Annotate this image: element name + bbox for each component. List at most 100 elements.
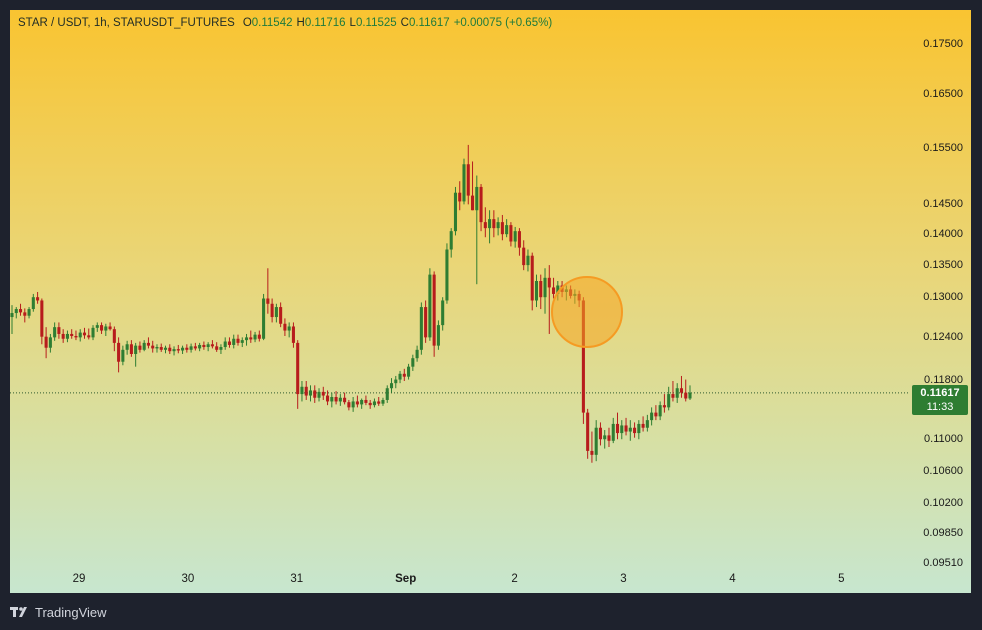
candle-body bbox=[658, 405, 662, 417]
candle-body bbox=[368, 402, 372, 406]
candle-body bbox=[590, 450, 594, 455]
symbol-label[interactable]: STAR / USDT, 1h, STARUSDT_FUTURES bbox=[18, 17, 235, 29]
candle-body bbox=[441, 300, 445, 326]
candle-body bbox=[321, 391, 325, 396]
change-value: +0.00075 (+0.65%) bbox=[453, 17, 553, 29]
candle-body bbox=[351, 401, 355, 408]
price-tick-label: 0.13500 bbox=[923, 259, 963, 272]
price-tick-label: 0.09510 bbox=[923, 557, 963, 569]
candle-body bbox=[57, 327, 61, 334]
candle-body bbox=[428, 274, 432, 338]
candle-body bbox=[270, 303, 274, 318]
candle-body bbox=[287, 326, 291, 331]
last-price-badge: 0.11617 11:33 bbox=[912, 384, 968, 415]
candle-body bbox=[534, 281, 539, 301]
date-tick-label: 3 bbox=[620, 573, 627, 585]
candle-body bbox=[470, 195, 475, 211]
candle-body bbox=[210, 344, 214, 347]
candle-body bbox=[87, 335, 91, 338]
candlestick-chart[interactable] bbox=[10, 10, 971, 593]
candle-body bbox=[283, 323, 287, 331]
candle-body bbox=[82, 332, 87, 336]
candle-body bbox=[615, 423, 620, 434]
candle-body bbox=[394, 379, 398, 384]
date-tick-label: 30 bbox=[181, 573, 195, 585]
candle-body bbox=[488, 219, 492, 229]
candle-body bbox=[449, 231, 453, 250]
candle-countdown: 11:33 bbox=[926, 400, 954, 413]
candle-body bbox=[227, 341, 232, 345]
candle-body bbox=[18, 309, 23, 313]
candle-body bbox=[453, 192, 458, 232]
candle-body bbox=[125, 344, 129, 350]
candle-body bbox=[10, 313, 14, 318]
price-tick-label: 0.17500 bbox=[923, 38, 963, 51]
price-tick-label: 0.14500 bbox=[923, 198, 963, 211]
candle-body bbox=[445, 249, 449, 301]
candle-body bbox=[641, 423, 645, 428]
low-value: 0.11525 bbox=[355, 17, 397, 29]
candle-body bbox=[338, 397, 342, 402]
candle-body bbox=[505, 225, 509, 235]
candle-body bbox=[257, 334, 261, 339]
candle-body bbox=[249, 337, 253, 340]
candle-body bbox=[219, 347, 223, 350]
candle-body bbox=[662, 405, 666, 408]
candle-body bbox=[645, 420, 649, 428]
candle-body bbox=[424, 307, 428, 338]
candle-body bbox=[385, 388, 389, 400]
candle-body bbox=[667, 394, 671, 408]
date-tick-label: 2 bbox=[511, 573, 518, 585]
candle-body bbox=[624, 425, 628, 432]
candle-body bbox=[509, 225, 513, 242]
candle-body bbox=[296, 342, 300, 395]
candle-body bbox=[552, 287, 556, 294]
candle-body bbox=[279, 307, 283, 324]
highlight-circle bbox=[551, 276, 623, 348]
date-tick-label: Sep bbox=[395, 573, 417, 585]
candle-body bbox=[91, 327, 95, 338]
candle-body bbox=[104, 326, 108, 331]
price-tick-label: 0.15500 bbox=[923, 141, 963, 154]
candle-body bbox=[74, 336, 78, 338]
candle-body bbox=[134, 345, 138, 354]
candle-body bbox=[202, 344, 206, 348]
candle-body bbox=[684, 392, 688, 399]
candle-body bbox=[654, 412, 658, 417]
candle-body bbox=[168, 347, 172, 352]
candle-body bbox=[679, 388, 684, 393]
date-tick-label: 5 bbox=[838, 573, 845, 585]
candle-body bbox=[317, 391, 321, 398]
footer-bar: TradingView bbox=[10, 604, 107, 620]
candle-body bbox=[313, 390, 317, 398]
candle-body bbox=[291, 326, 295, 343]
candle-body bbox=[334, 397, 338, 402]
candle-body bbox=[637, 423, 641, 434]
candle-body bbox=[159, 347, 163, 350]
candle-body bbox=[462, 164, 466, 202]
candle-body bbox=[466, 164, 470, 196]
candle-body bbox=[172, 349, 176, 352]
candle-body bbox=[675, 388, 679, 398]
candle-body bbox=[407, 366, 411, 377]
candle-body bbox=[671, 394, 675, 398]
candle-body bbox=[389, 383, 394, 389]
price-tick-label: 0.13000 bbox=[923, 291, 963, 304]
candle-body bbox=[53, 327, 57, 338]
close-value: 0.11617 bbox=[408, 17, 450, 29]
candle-body bbox=[23, 312, 27, 316]
candle-body bbox=[117, 342, 121, 362]
candle-body bbox=[483, 222, 487, 229]
candle-body bbox=[381, 399, 385, 404]
candle-body bbox=[360, 399, 364, 405]
candle-body bbox=[31, 297, 35, 310]
candle-body bbox=[193, 346, 197, 349]
chart-pane[interactable]: STAR / USDT, 1h, STARUSDT_FUTURES O0.115… bbox=[10, 10, 971, 593]
candle-body bbox=[436, 325, 440, 346]
candle-body bbox=[108, 326, 112, 330]
brand-name[interactable]: TradingView bbox=[35, 604, 107, 620]
candle-body bbox=[146, 342, 150, 346]
candle-body bbox=[266, 298, 270, 304]
candle-body bbox=[95, 325, 99, 328]
candle-body bbox=[513, 231, 517, 242]
